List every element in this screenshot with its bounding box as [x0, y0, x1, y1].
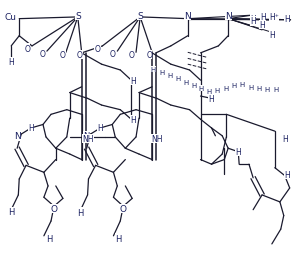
Text: O: O: [146, 51, 152, 60]
Text: H: H: [284, 170, 290, 179]
Text: H: H: [199, 86, 204, 92]
Text: O: O: [120, 204, 127, 213]
Text: Cu: Cu: [4, 13, 16, 22]
Text: H: H: [248, 84, 254, 90]
Text: H: H: [232, 83, 237, 89]
Text: N: N: [184, 12, 191, 21]
Text: H: H: [250, 18, 256, 26]
Text: H: H: [150, 67, 156, 73]
Text: H: H: [98, 124, 103, 133]
Text: H: H: [273, 87, 278, 93]
Text: H: H: [215, 88, 220, 94]
Text: NH: NH: [82, 135, 93, 144]
Text: H: H: [259, 21, 265, 30]
Text: H: H: [282, 135, 287, 144]
Text: H: H: [250, 15, 256, 24]
Text: H: H: [78, 208, 84, 217]
Text: O: O: [50, 204, 58, 213]
Text: O: O: [94, 44, 100, 54]
Text: H: H: [8, 207, 14, 216]
Text: H: H: [159, 70, 164, 76]
Text: S: S: [137, 12, 143, 21]
Text: H: H: [236, 148, 241, 157]
Text: H: H: [115, 234, 122, 243]
Text: H: H: [284, 15, 290, 24]
Text: H: H: [183, 79, 188, 85]
Text: H: H: [167, 73, 172, 79]
Text: NH: NH: [151, 135, 163, 144]
Text: H: H: [8, 58, 14, 67]
Text: S: S: [75, 12, 81, 21]
Text: H: H: [130, 115, 136, 124]
Text: N: N: [225, 12, 232, 21]
Text: H: H: [256, 86, 262, 92]
Text: N: N: [83, 132, 90, 141]
Text: O: O: [76, 51, 82, 60]
Text: H: H: [130, 76, 136, 85]
Text: H: H: [208, 94, 214, 103]
Text: H: H: [207, 89, 212, 95]
Text: O: O: [24, 44, 30, 54]
Text: H: H: [239, 81, 245, 87]
Text: O: O: [109, 50, 115, 59]
Text: H: H: [28, 124, 34, 133]
Text: O: O: [128, 51, 134, 60]
Text: N: N: [14, 132, 20, 141]
Text: O: O: [40, 50, 46, 59]
Text: H: H: [269, 31, 275, 40]
Text: O: O: [60, 51, 66, 60]
Text: H: H: [260, 13, 266, 22]
Text: H: H: [264, 87, 269, 93]
Text: H⁺: H⁺: [269, 13, 279, 22]
Text: H: H: [224, 86, 229, 92]
Text: H: H: [175, 76, 180, 82]
Text: H: H: [46, 234, 52, 243]
Text: H: H: [191, 83, 196, 88]
